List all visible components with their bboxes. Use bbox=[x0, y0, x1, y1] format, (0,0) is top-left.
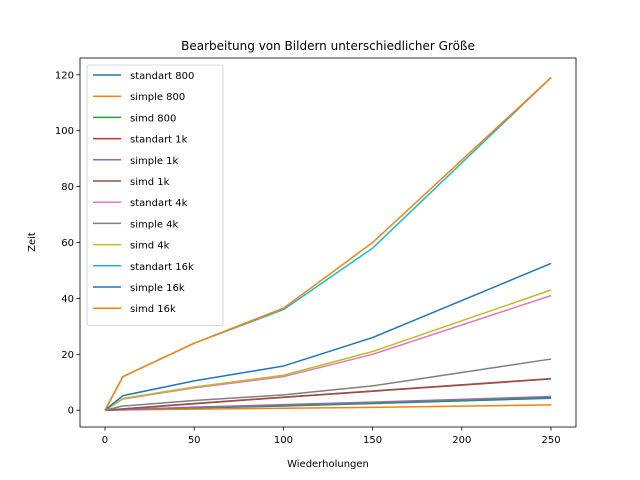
y-tick-label: 40 bbox=[61, 294, 74, 305]
legend-entry-simple-4k: simple 4k bbox=[130, 219, 179, 230]
x-tick-label: 100 bbox=[274, 435, 293, 446]
y-tick-label: 0 bbox=[68, 406, 74, 417]
legend-entry-standart-800: standart 800 bbox=[130, 71, 194, 82]
legend-entry-simple-16k: simple 16k bbox=[130, 283, 185, 294]
legend-entry-standart-4k: standart 4k bbox=[130, 198, 188, 209]
y-tick-label: 60 bbox=[61, 238, 74, 249]
series-line-simple-4k bbox=[104, 358, 552, 411]
legend-entry-simd-800: simd 800 bbox=[130, 113, 176, 124]
y-axis-label: Zeit bbox=[27, 232, 38, 252]
legend-entry-standart-1k: standart 1k bbox=[130, 135, 188, 146]
x-tick-label: 150 bbox=[363, 435, 382, 446]
y-axis: 0 20 40 60 80 100 120 bbox=[55, 70, 80, 417]
legend-entry-simple-800: simple 800 bbox=[130, 92, 185, 103]
x-tick-label: 0 bbox=[102, 435, 108, 446]
x-tick-label: 200 bbox=[452, 435, 471, 446]
chart-title: Bearbeitung von Bildern unterschiedliche… bbox=[181, 39, 475, 53]
x-axis: 0 50 100 150 200 250 bbox=[102, 427, 561, 446]
legend-entry-simd-16k: simd 16k bbox=[130, 304, 176, 315]
x-axis-label: Wiederholungen bbox=[287, 459, 369, 470]
y-tick-label: 80 bbox=[61, 182, 74, 193]
x-tick-label: 250 bbox=[541, 435, 560, 446]
legend-box bbox=[86, 64, 224, 326]
legend-entry-simd-4k: simd 4k bbox=[130, 241, 170, 252]
y-tick-label: 20 bbox=[61, 350, 74, 361]
legend-entry-standart-16k: standart 16k bbox=[130, 262, 194, 273]
series-line-simple-16k bbox=[104, 262, 552, 411]
plot-area bbox=[104, 77, 552, 411]
x-tick-label: 50 bbox=[188, 435, 201, 446]
legend: standart 800 simple 800 simd 800 standart 1… bbox=[86, 64, 224, 326]
series-line-simd-1k bbox=[104, 377, 552, 411]
legend-entry-simd-1k: simd 1k bbox=[130, 177, 170, 188]
series-line-simd-16k bbox=[104, 77, 552, 411]
y-tick-label: 100 bbox=[55, 126, 74, 137]
legend-entry-simple-1k: simple 1k bbox=[130, 156, 179, 167]
series-line-simd-4k bbox=[104, 289, 552, 411]
y-tick-label: 120 bbox=[55, 70, 74, 81]
